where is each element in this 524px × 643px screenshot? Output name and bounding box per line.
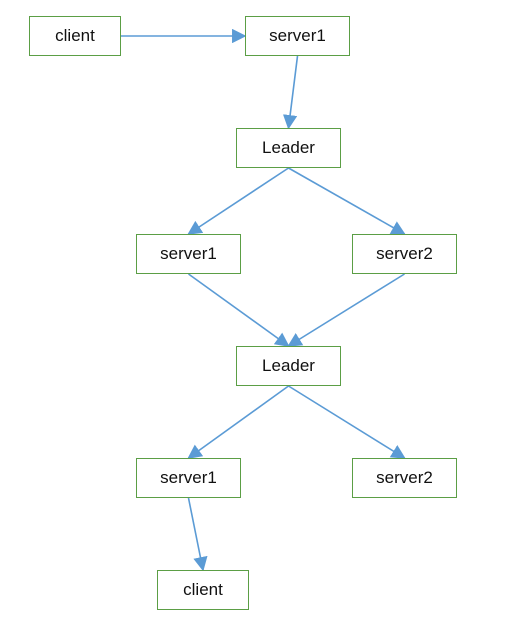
diagram-canvas: client server1 Leader server1 server2 Le… bbox=[0, 0, 524, 643]
edge bbox=[289, 274, 405, 346]
edge bbox=[289, 386, 405, 458]
edge bbox=[189, 274, 289, 346]
node-server1-a: server1 bbox=[245, 16, 350, 56]
node-client-bot: client bbox=[157, 570, 249, 610]
node-leader-a: Leader bbox=[236, 128, 341, 168]
edge bbox=[189, 168, 289, 234]
edge bbox=[289, 168, 405, 234]
edge bbox=[189, 386, 289, 458]
node-label: server1 bbox=[160, 244, 217, 264]
node-label: server2 bbox=[376, 468, 433, 488]
node-leader-b: Leader bbox=[236, 346, 341, 386]
node-label: server1 bbox=[160, 468, 217, 488]
node-label: client bbox=[55, 26, 95, 46]
edge bbox=[189, 498, 204, 570]
edge bbox=[289, 56, 298, 128]
node-label: server1 bbox=[269, 26, 326, 46]
node-label: server2 bbox=[376, 244, 433, 264]
node-label: Leader bbox=[262, 356, 315, 376]
node-label: client bbox=[183, 580, 223, 600]
edges-layer bbox=[0, 0, 524, 643]
node-label: Leader bbox=[262, 138, 315, 158]
node-server2-c: server2 bbox=[352, 458, 457, 498]
node-client-top: client bbox=[29, 16, 121, 56]
node-server1-b: server1 bbox=[136, 234, 241, 274]
node-server2-b: server2 bbox=[352, 234, 457, 274]
node-server1-c: server1 bbox=[136, 458, 241, 498]
